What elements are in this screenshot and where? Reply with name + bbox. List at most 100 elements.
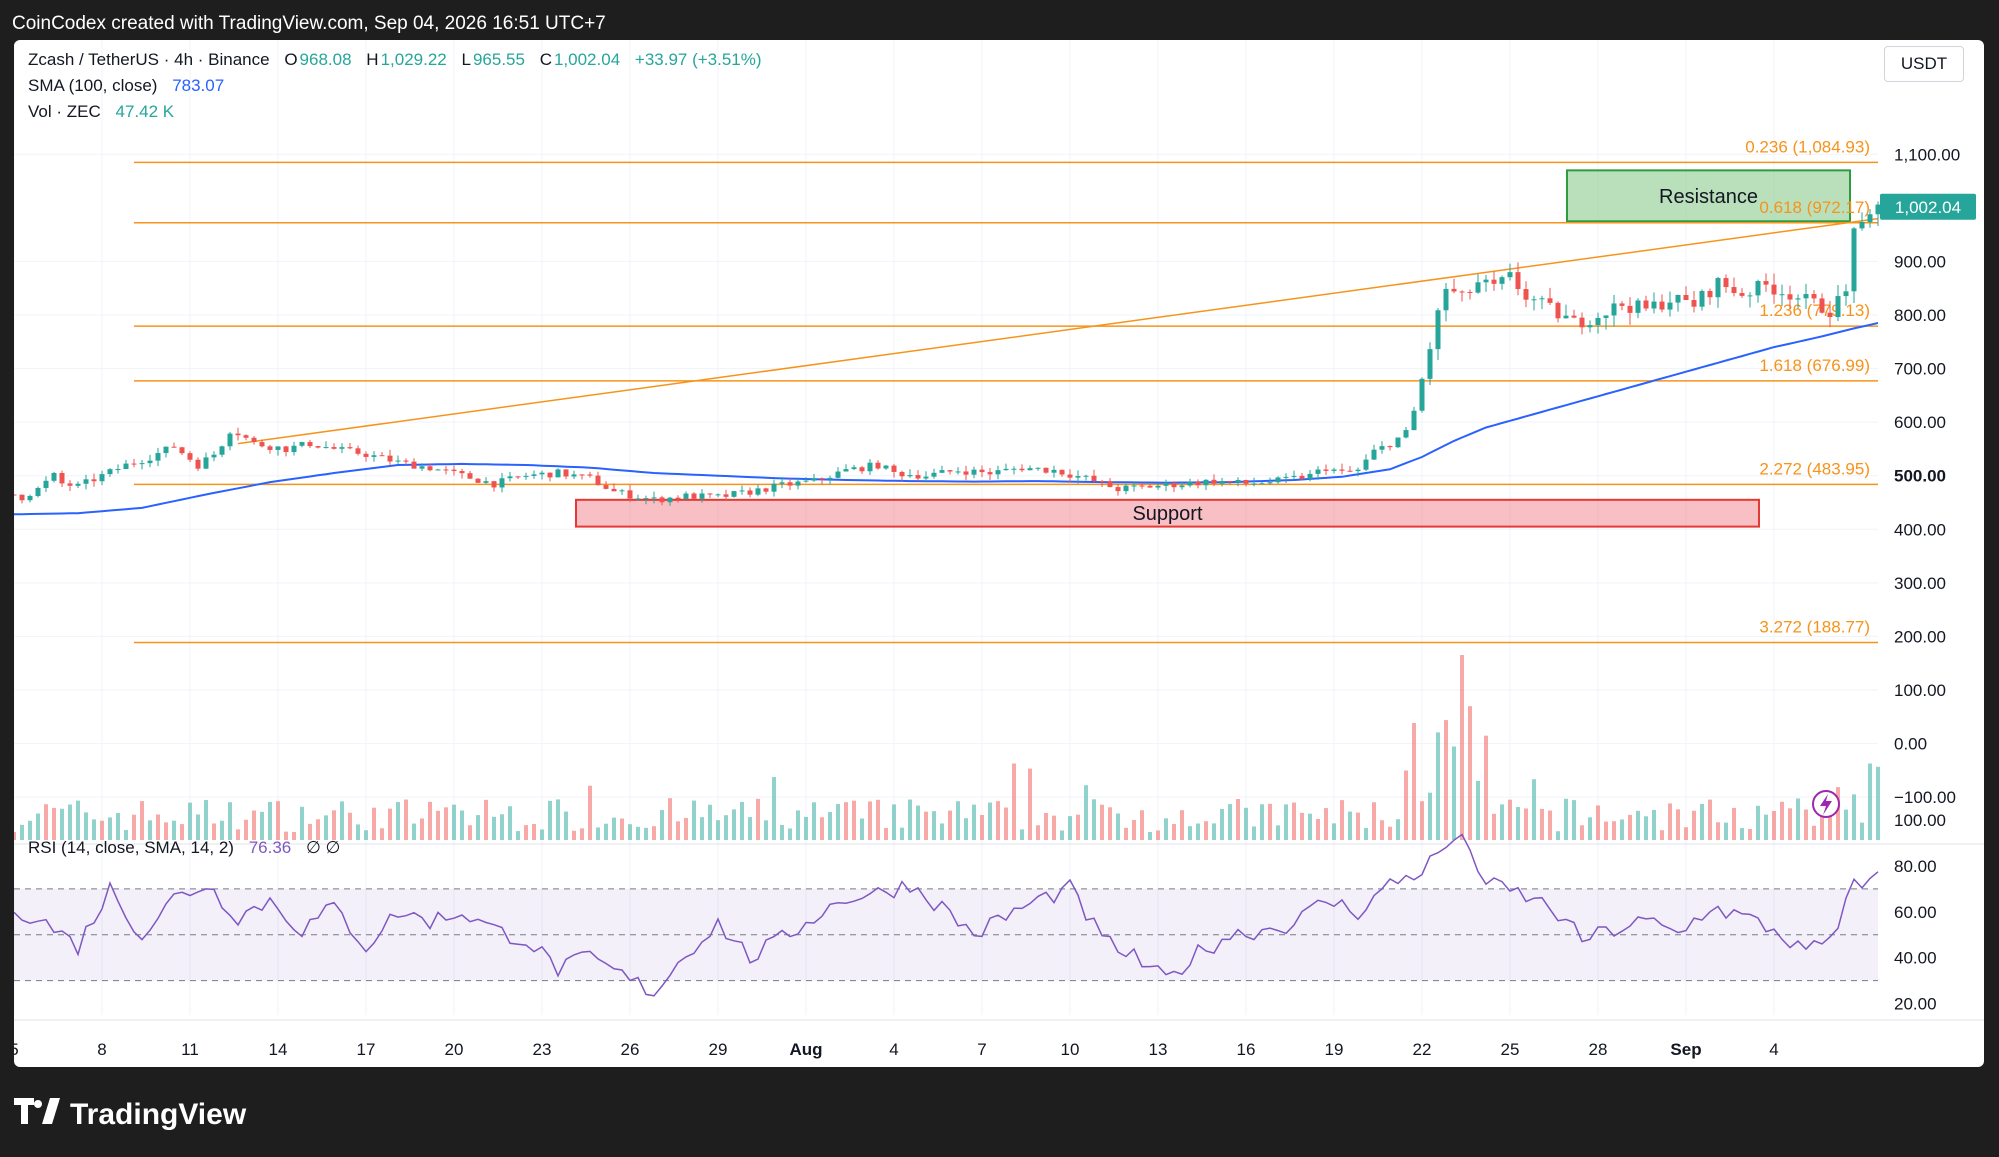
candle-50 — [411, 461, 417, 469]
candle-86 — [699, 493, 705, 499]
currency-button[interactable]: USDT — [1884, 46, 1964, 82]
fib-label-5: 3.272 (188.77) — [1759, 617, 1870, 636]
volume-bar-198 — [1596, 805, 1600, 840]
candle-81 — [659, 497, 665, 503]
volume-bar-131 — [1060, 830, 1064, 840]
symbol-legend[interactable]: Zcash / TetherUS · 4h · Binance O 968.08 … — [28, 50, 772, 70]
time-tick-10: 4 — [889, 1040, 898, 1059]
candle-186 — [1499, 277, 1505, 284]
candle-221 — [1779, 294, 1785, 296]
candle-40 — [331, 447, 337, 449]
volume-bar-197 — [1588, 817, 1592, 840]
candle-161 — [1299, 475, 1305, 479]
candle-233 — [1875, 204, 1881, 215]
volume-bar-23 — [196, 814, 200, 840]
volume-bar-14 — [124, 830, 128, 840]
candle-35 — [291, 445, 297, 453]
volume-bar-92 — [748, 817, 752, 840]
candle-103 — [835, 471, 841, 478]
candle-230 — [1851, 228, 1857, 292]
volume-bar-119 — [964, 818, 968, 840]
candle-177 — [1427, 349, 1433, 379]
tradingview-logo[interactable]: TradingView — [14, 1092, 246, 1138]
volume-bar-145 — [1172, 824, 1176, 840]
volume-bar-207 — [1668, 803, 1672, 840]
candle-42 — [347, 447, 353, 449]
candle-202 — [1627, 305, 1633, 313]
candle-197 — [1587, 325, 1593, 328]
candle-151 — [1219, 481, 1225, 484]
volume-bar-136 — [1100, 804, 1104, 840]
candle-196 — [1579, 317, 1585, 328]
candle-34 — [283, 446, 289, 453]
volume-bar-33 — [276, 801, 280, 840]
volume-bar-124 — [1004, 807, 1008, 840]
volume-bar-155 — [1252, 826, 1256, 840]
candle-39 — [323, 447, 329, 449]
volume-bar-205 — [1652, 809, 1656, 840]
candle-58 — [475, 478, 481, 483]
volume-bar-157 — [1268, 803, 1272, 840]
candle-41 — [339, 447, 345, 449]
volume-bar-206 — [1660, 830, 1664, 840]
volume-bar-75 — [612, 817, 616, 840]
candle-128 — [1035, 467, 1041, 469]
candle-229 — [1843, 291, 1849, 297]
volume-bar-170 — [1372, 802, 1376, 840]
volume-bar-182 — [1468, 706, 1472, 840]
candle-62 — [507, 476, 513, 479]
candle-3 — [35, 487, 41, 496]
candle-145 — [1171, 482, 1177, 488]
volume-bar-209 — [1684, 827, 1688, 840]
last-price-label: 1,002.04 — [1895, 198, 1961, 217]
volume-bar-154 — [1244, 807, 1248, 840]
candle-31 — [259, 442, 265, 447]
candle-163 — [1315, 469, 1321, 474]
candle-38 — [315, 446, 321, 448]
candle-13 — [115, 469, 121, 471]
volume-bar-63 — [516, 831, 520, 840]
candle-207 — [1667, 302, 1673, 310]
volume-bar-173 — [1396, 819, 1400, 840]
volume-bar-200 — [1612, 821, 1616, 840]
volume-bar-112 — [908, 799, 912, 840]
candle-79 — [643, 498, 649, 500]
volume-bar-53 — [436, 810, 440, 840]
rsi-legend[interactable]: RSI (14, close, SMA, 14, 2) 76.36 ∅ ∅ — [28, 838, 350, 858]
volume-bar-0 — [14, 831, 16, 840]
last-price-tag — [1880, 193, 1976, 220]
rsi-tick-1: 80.00 — [1894, 857, 1937, 876]
volume-bar-110 — [892, 804, 896, 840]
candle-112 — [907, 475, 913, 477]
candle-219 — [1763, 281, 1769, 285]
candle-32 — [267, 446, 273, 450]
candle-43 — [355, 448, 361, 454]
volume-legend[interactable]: Vol · ZEC 47.42 K — [28, 102, 184, 122]
volume-bar-72 — [588, 785, 592, 840]
candle-96 — [779, 482, 785, 484]
candle-98 — [795, 481, 801, 486]
volume-bar-140 — [1132, 819, 1136, 840]
candle-24 — [203, 457, 209, 469]
volume-bar-224 — [1804, 809, 1808, 840]
volume-bar-187 — [1508, 799, 1512, 840]
candle-1 — [19, 494, 25, 501]
volume-bar-222 — [1788, 808, 1792, 840]
candle-198 — [1595, 317, 1601, 326]
candle-175 — [1411, 410, 1417, 431]
sma-legend[interactable]: SMA (100, close) 783.07 — [28, 76, 234, 96]
volume-bar-226 — [1820, 798, 1824, 840]
volume-bar-6 — [60, 808, 64, 840]
volume-bar-214 — [1724, 822, 1728, 840]
candle-18 — [155, 453, 161, 461]
resistance-zone — [1566, 169, 1851, 223]
candle-173 — [1395, 437, 1401, 448]
rsi-tick-2: 60.00 — [1894, 903, 1937, 922]
candle-183 — [1475, 282, 1481, 293]
price-chart[interactable]: Resistance Support 0.236 (1,084.93) 0.618 (… — [14, 40, 1984, 1067]
candle-117 — [947, 470, 953, 472]
chart-panel[interactable]: Resistance Support 0.236 (1,084.93) 0.618 (… — [14, 40, 1984, 1067]
candle-6 — [59, 472, 65, 484]
time-tick-0: 5 — [14, 1040, 19, 1059]
volume-bar-76 — [620, 818, 624, 840]
